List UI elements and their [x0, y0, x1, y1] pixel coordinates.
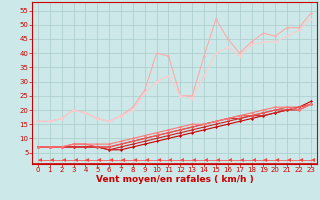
X-axis label: Vent moyen/en rafales ( km/h ): Vent moyen/en rafales ( km/h )	[96, 175, 253, 184]
